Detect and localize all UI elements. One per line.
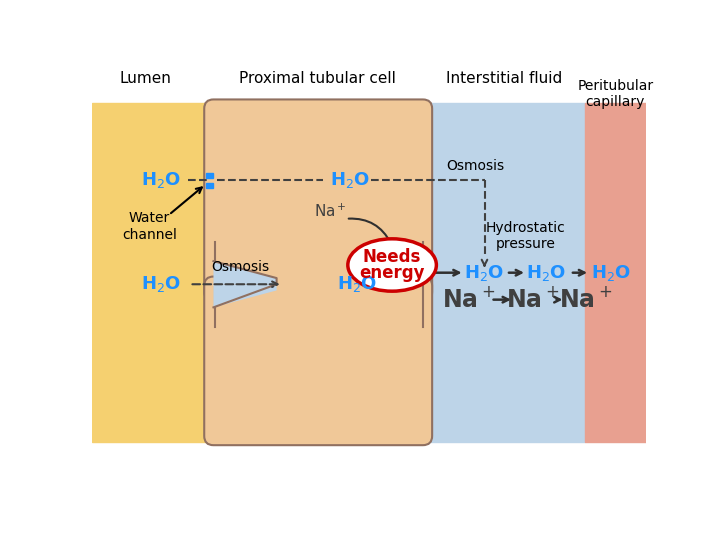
Text: Na$^+$: Na$^+$	[505, 287, 559, 312]
Text: Na$^+$: Na$^+$	[443, 287, 496, 312]
Text: H$_2$O: H$_2$O	[338, 274, 377, 294]
Bar	[92, 103, 209, 442]
FancyBboxPatch shape	[204, 276, 432, 445]
Text: Lumen: Lumen	[120, 71, 171, 86]
Text: Water
channel: Water channel	[122, 211, 177, 241]
Text: H$_2$O: H$_2$O	[141, 274, 181, 294]
Bar	[215, 242, 421, 327]
Text: H$_2$O: H$_2$O	[464, 262, 505, 283]
Text: H$_2$O: H$_2$O	[330, 170, 370, 190]
Text: Na$^+$: Na$^+$	[314, 202, 347, 220]
Polygon shape	[213, 284, 276, 307]
Bar	[585, 103, 647, 442]
Text: Na$^+$: Na$^+$	[559, 287, 613, 312]
Bar	[206, 173, 213, 178]
Text: energy: energy	[359, 264, 425, 282]
Text: H$_2$O: H$_2$O	[592, 262, 631, 283]
Text: H$_2$O: H$_2$O	[526, 262, 566, 283]
Text: Osmosis: Osmosis	[446, 159, 504, 173]
Text: Interstitial fluid: Interstitial fluid	[446, 71, 562, 86]
Text: H$_2$O: H$_2$O	[141, 170, 181, 190]
Text: Osmosis: Osmosis	[212, 260, 269, 274]
Bar	[206, 183, 213, 188]
Text: Proximal tubular cell: Proximal tubular cell	[239, 71, 396, 86]
Polygon shape	[213, 261, 276, 284]
Text: Needs: Needs	[363, 248, 421, 266]
Text: Hydrostatic
pressure: Hydrostatic pressure	[485, 221, 565, 251]
Ellipse shape	[348, 239, 436, 291]
Text: Peritubular
capillary: Peritubular capillary	[577, 79, 654, 109]
Bar	[209, 103, 585, 442]
FancyBboxPatch shape	[204, 99, 432, 301]
